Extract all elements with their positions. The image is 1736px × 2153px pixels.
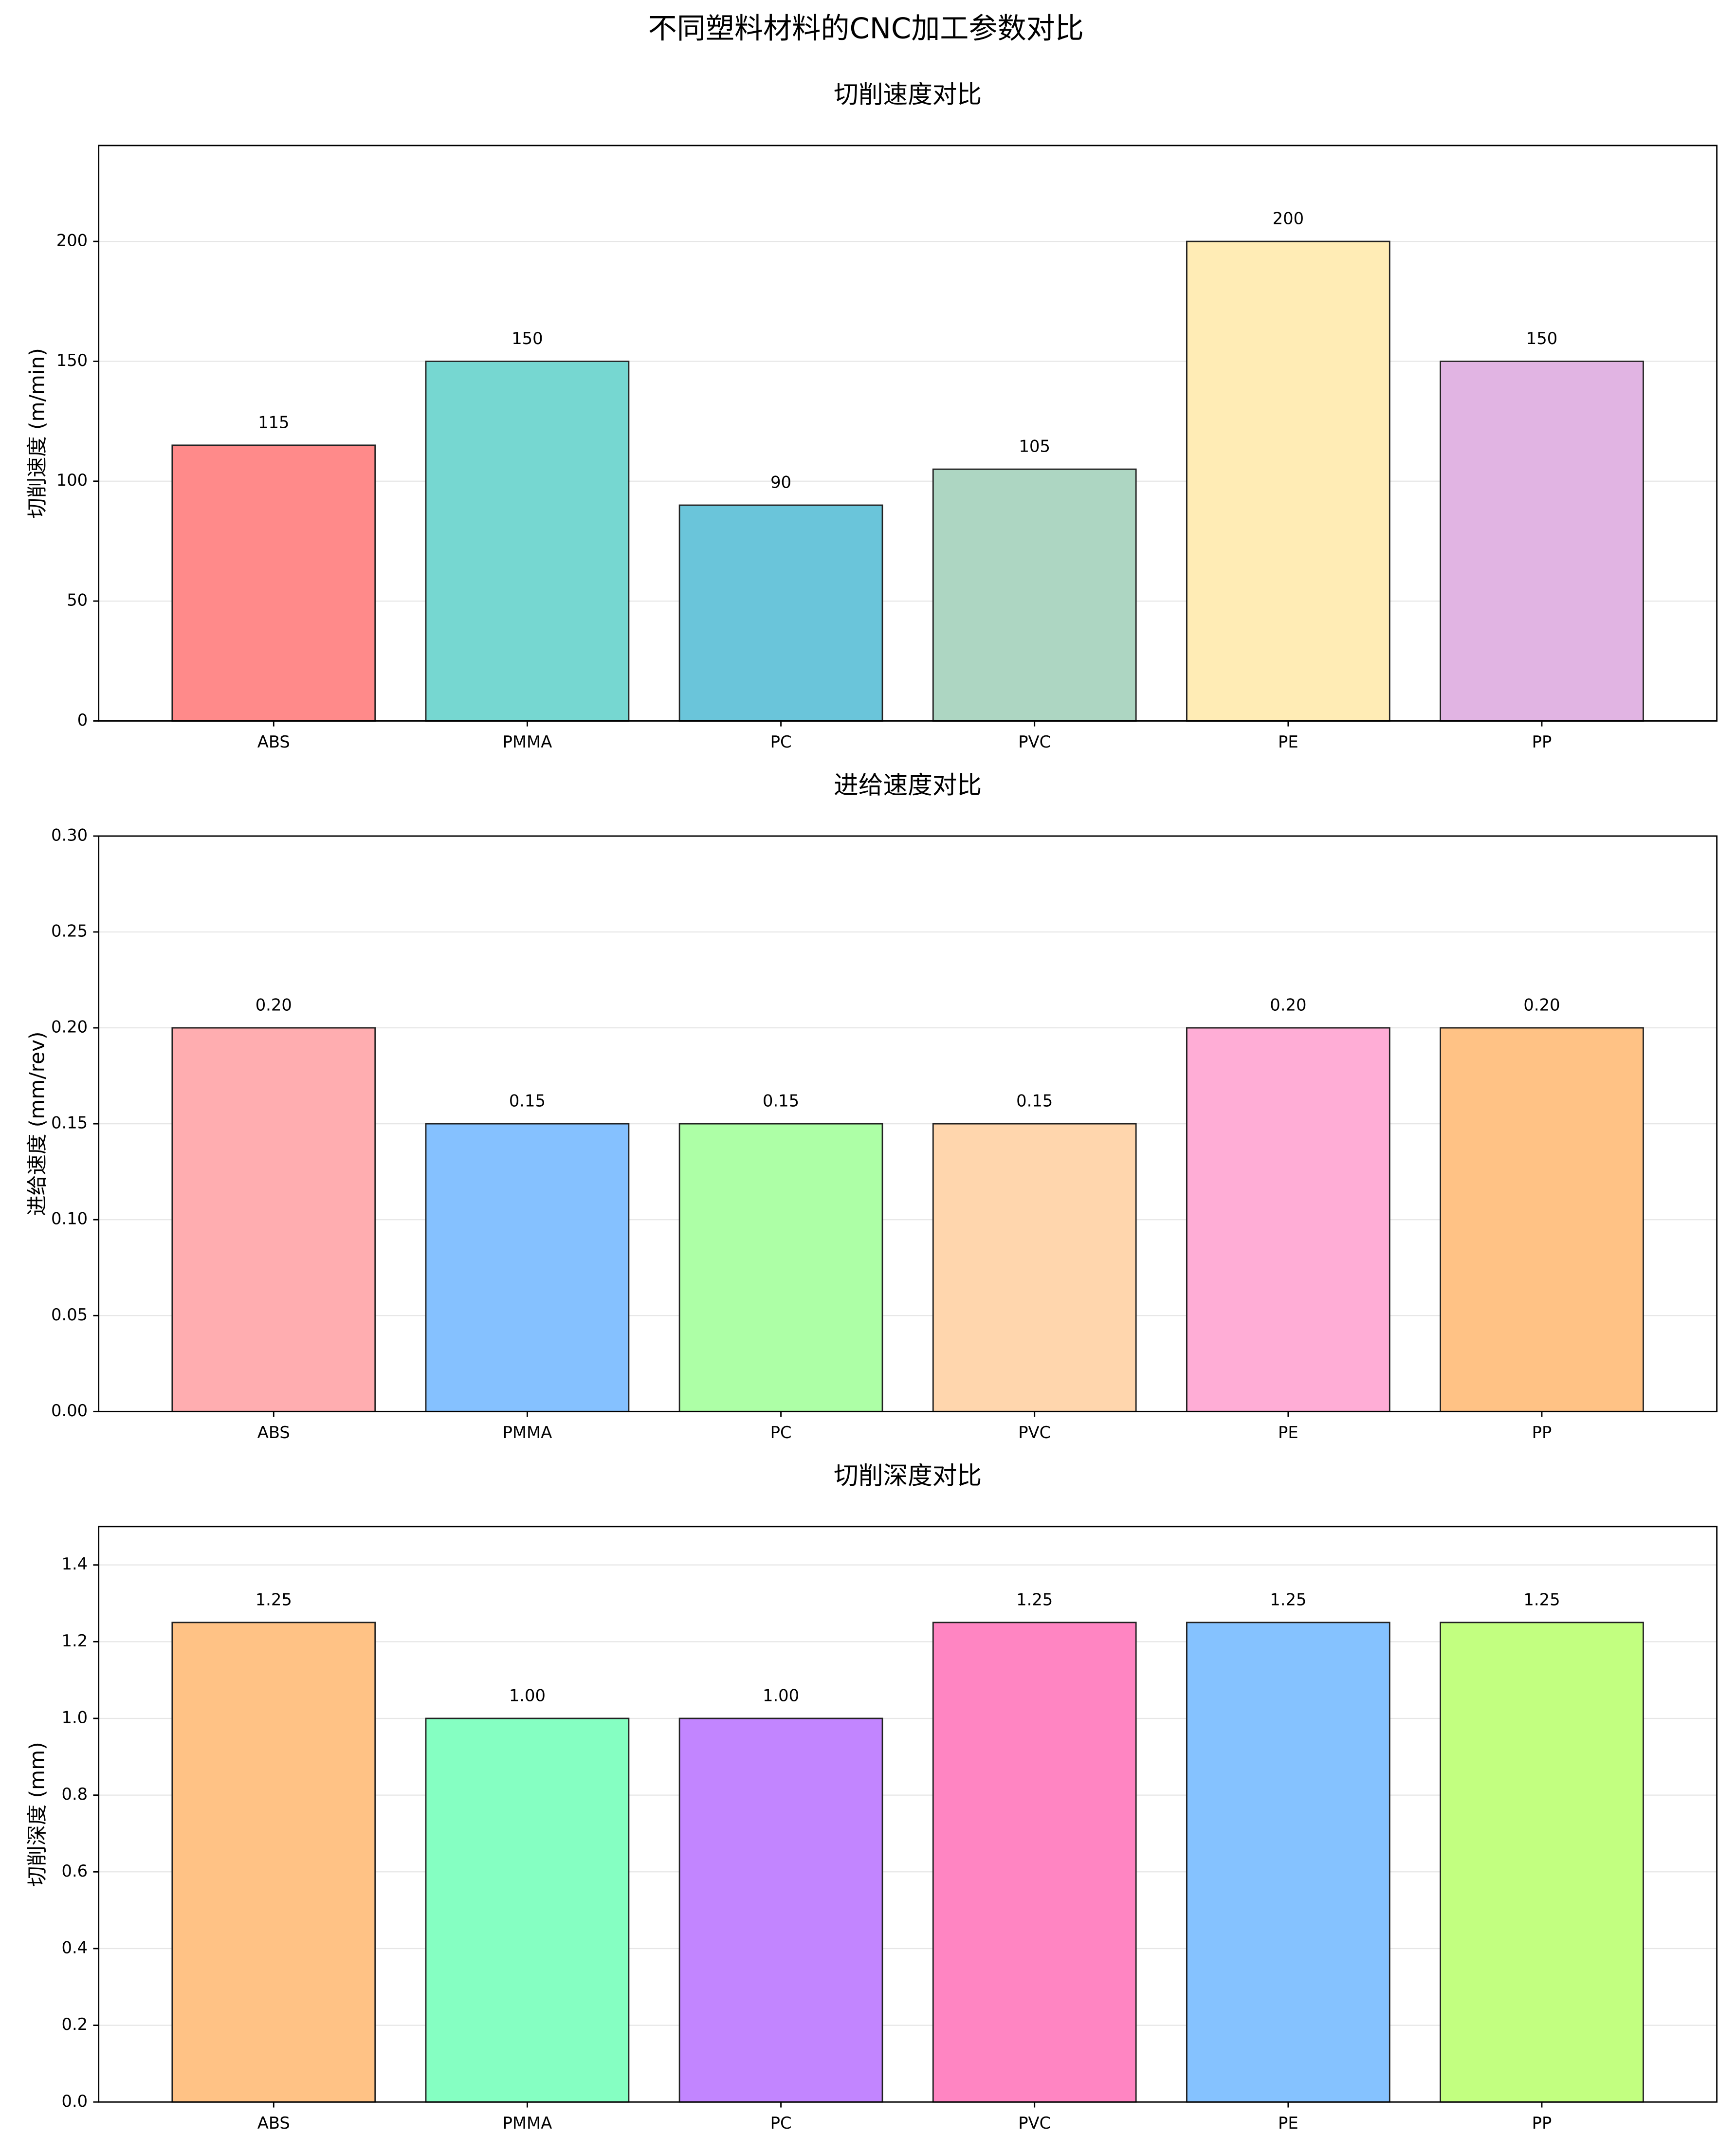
y-tick-label: 0.2: [61, 2015, 88, 2034]
bar: [932, 1123, 1137, 1412]
y-tick-label: 0.25: [51, 921, 88, 940]
value-label: 150: [512, 329, 543, 348]
y-tick-label: 0.05: [51, 1305, 88, 1324]
y-tick-label: 0.30: [51, 825, 88, 844]
value-label: 0.15: [763, 1092, 799, 1111]
axes-frame: [98, 1526, 1718, 2103]
x-tick-label: PMMA: [503, 2114, 552, 2133]
value-label: 1.25: [1016, 1590, 1053, 1609]
y-tick-label: 0: [77, 711, 88, 730]
bar: [678, 504, 883, 722]
bar: [171, 1622, 376, 2103]
x-tick-label: PC: [770, 732, 792, 751]
y-tick-label: 150: [56, 351, 88, 370]
value-label: 90: [770, 473, 791, 492]
subplot-title: 切削速度对比: [834, 80, 982, 109]
x-tick-label: PE: [1278, 1423, 1298, 1442]
y-tick-label: 0.0: [61, 2092, 88, 2111]
y-tick-label: 0.10: [51, 1209, 88, 1228]
value-label: 1.00: [763, 1686, 799, 1705]
bar: [171, 1027, 376, 1412]
x-tick-label: PE: [1278, 2114, 1298, 2133]
y-tick-label: 50: [67, 591, 88, 610]
x-tick-label: PVC: [1018, 1423, 1051, 1442]
y-axis-label: 切削深度 (mm): [25, 1742, 49, 1887]
value-label: 0.20: [1523, 996, 1560, 1015]
bar: [1440, 1027, 1644, 1412]
y-axis-label: 进给速度 (mm/rev): [25, 1032, 49, 1216]
figure-title: 不同塑料材料的CNC加工参数对比: [648, 12, 1084, 45]
bar: [171, 444, 376, 722]
bar: [1440, 360, 1644, 722]
x-tick-label: PP: [1532, 1423, 1552, 1442]
value-label: 0.15: [1016, 1092, 1053, 1111]
value-label: 0.20: [256, 996, 292, 1015]
bar: [678, 1123, 883, 1412]
subplot-title: 切削深度对比: [834, 1461, 982, 1490]
bar: [425, 360, 630, 722]
y-tick-label: 200: [56, 231, 88, 250]
value-label: 105: [1019, 437, 1050, 456]
value-label: 150: [1526, 329, 1557, 348]
x-tick-label: PC: [770, 2114, 792, 2133]
x-tick-label: PMMA: [503, 732, 552, 751]
x-tick-label: ABS: [257, 732, 290, 751]
bar: [932, 468, 1137, 722]
value-label: 200: [1273, 209, 1304, 228]
x-tick-label: PVC: [1018, 2114, 1051, 2133]
value-label: 1.25: [256, 1590, 292, 1609]
y-tick-label: 0.20: [51, 1018, 88, 1037]
value-label: 1.25: [1270, 1590, 1306, 1609]
bar: [1186, 240, 1390, 722]
y-axis-label: 切削速度 (m/min): [25, 348, 49, 518]
bar: [1186, 1027, 1390, 1412]
y-tick-label: 100: [56, 471, 88, 490]
axes-frame: [98, 145, 1718, 722]
bar: [425, 1123, 630, 1412]
y-tick-label: 1.0: [61, 1708, 88, 1727]
y-tick-label: 0.6: [61, 1861, 88, 1880]
bar: [1440, 1622, 1644, 2103]
value-label: 1.25: [1523, 1590, 1560, 1609]
value-label: 0.15: [509, 1092, 546, 1111]
x-tick-label: ABS: [257, 1423, 290, 1442]
x-tick-label: PMMA: [503, 1423, 552, 1442]
y-tick-label: 1.2: [61, 1631, 88, 1650]
x-tick-label: PE: [1278, 732, 1298, 751]
value-label: 115: [258, 413, 289, 432]
x-tick-label: PP: [1532, 2114, 1552, 2133]
y-tick-label: 0.15: [51, 1113, 88, 1132]
bar: [932, 1622, 1137, 2103]
y-tick-label: 0.4: [61, 1938, 88, 1957]
y-tick-label: 0.8: [61, 1785, 88, 1804]
x-tick-label: PP: [1532, 732, 1552, 751]
y-tick-label: 1.4: [61, 1554, 88, 1573]
x-tick-label: PC: [770, 1423, 792, 1442]
y-tick-label: 0.00: [51, 1401, 88, 1420]
bar: [678, 1717, 883, 2103]
x-tick-label: PVC: [1018, 732, 1051, 751]
bar: [425, 1717, 630, 2103]
bar: [1186, 1622, 1390, 2103]
value-label: 0.20: [1270, 996, 1306, 1015]
subplot-title: 进给速度对比: [834, 771, 982, 800]
axes-frame: [98, 835, 1718, 1412]
value-label: 1.00: [509, 1686, 546, 1705]
x-tick-label: ABS: [257, 2114, 290, 2133]
